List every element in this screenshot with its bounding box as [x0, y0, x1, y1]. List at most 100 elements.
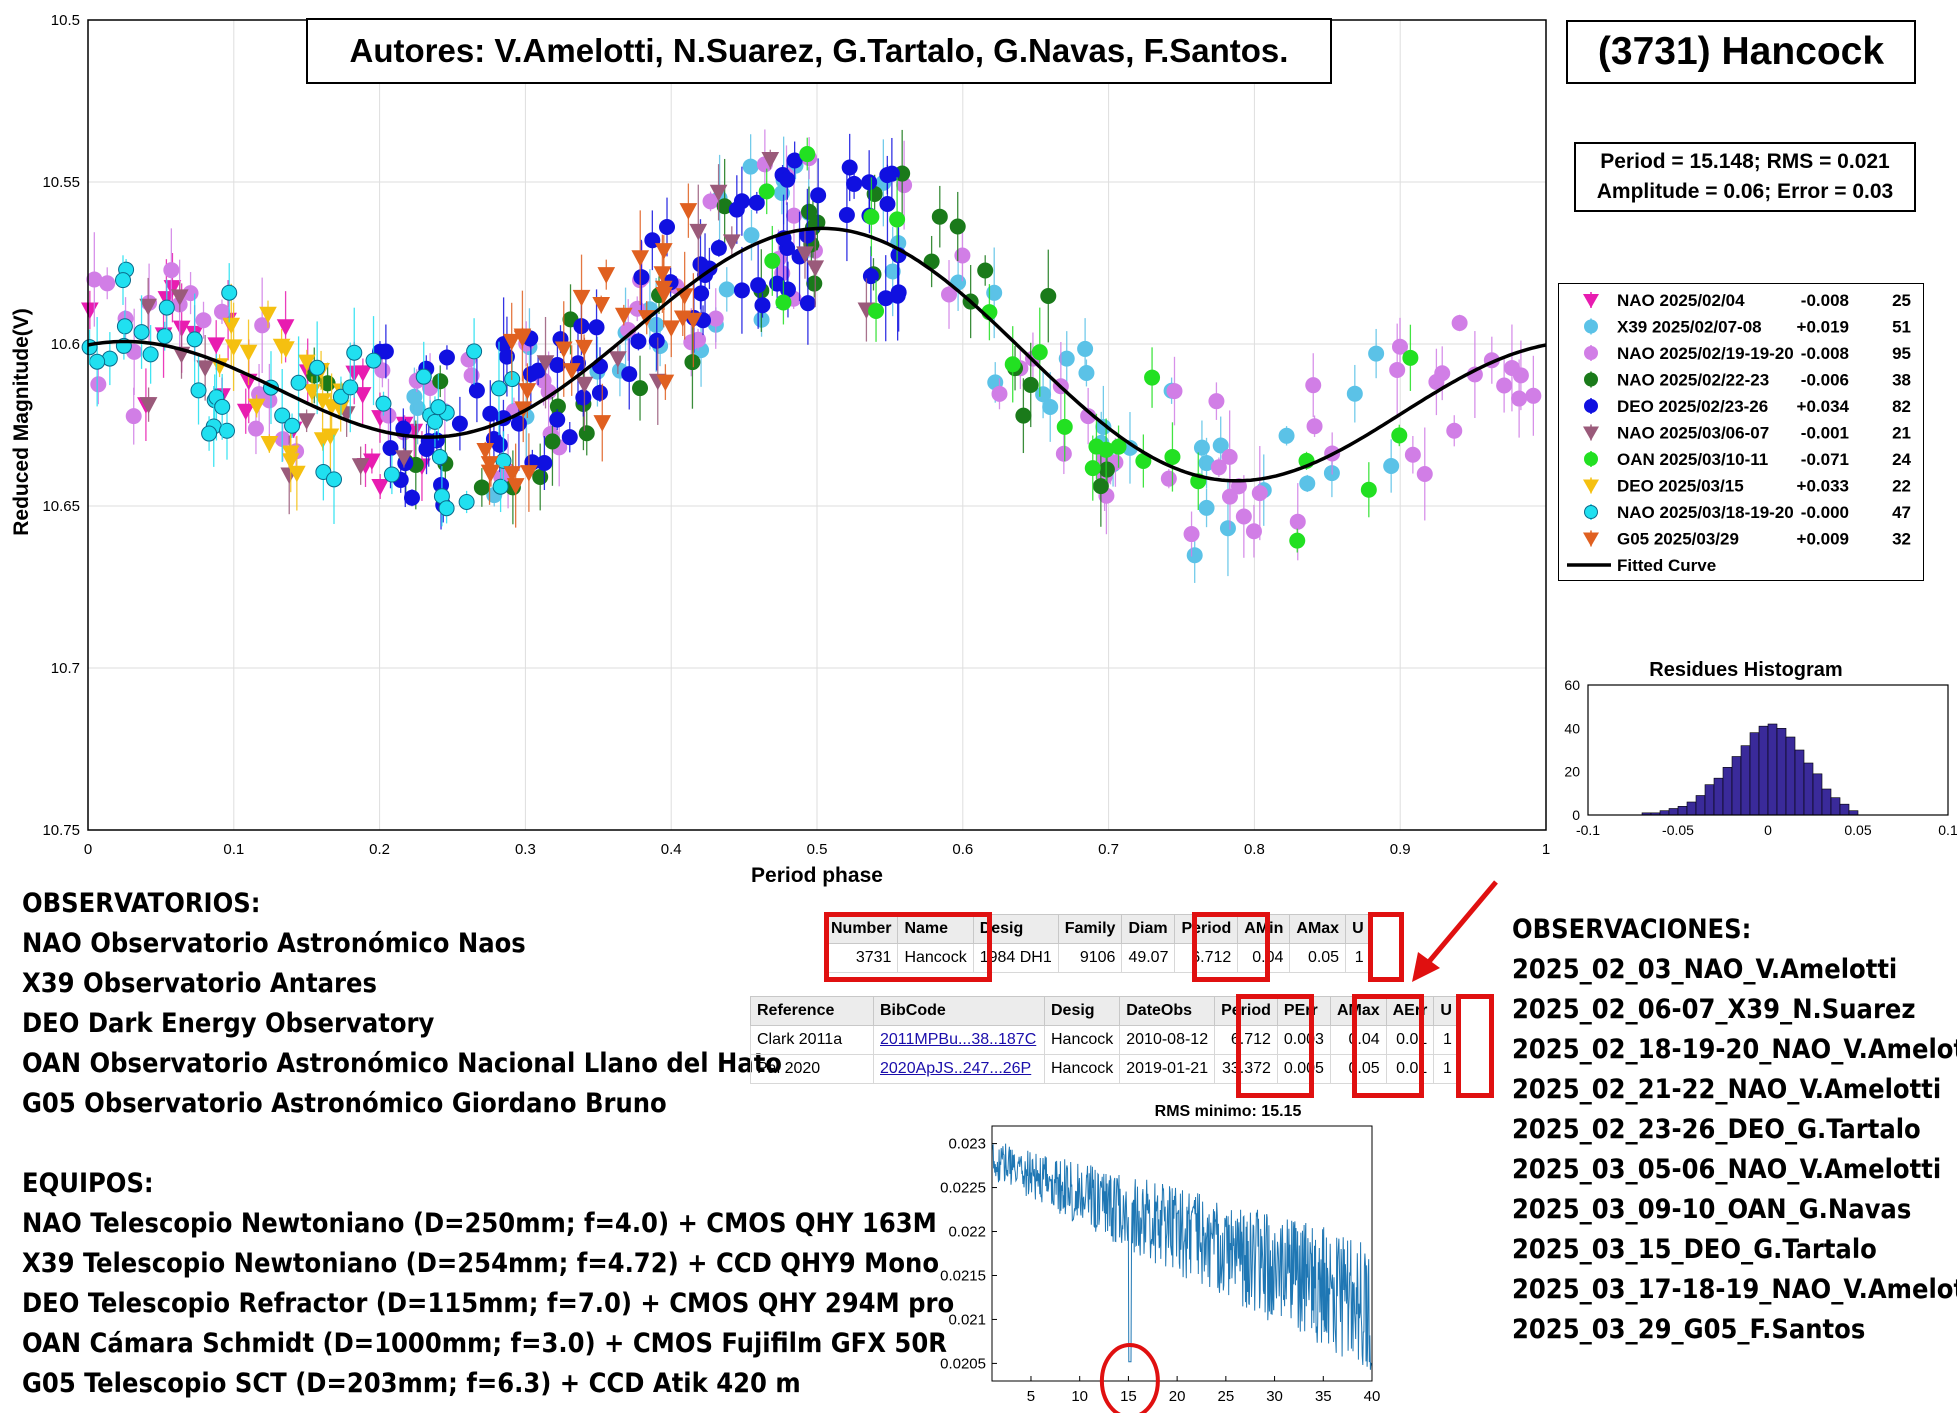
data-point — [284, 417, 301, 434]
bibcode-link[interactable]: 2020ApJS..247...26P — [880, 1060, 1032, 1077]
col-header: AMin — [1237, 914, 1291, 944]
data-point — [578, 425, 595, 442]
data-point — [158, 299, 175, 316]
legend-offset: -0.006 — [1801, 371, 1849, 390]
data-point — [592, 297, 611, 314]
data-point — [520, 465, 538, 482]
data-point — [125, 408, 142, 425]
histogram-ticks: -0.1 -0.05 0 0.05 0.1 0 20 40 60 — [1564, 677, 1957, 838]
data-point — [986, 284, 1003, 301]
table-cell: 2011MPBu...38..187C — [873, 1025, 1045, 1055]
data-point — [733, 282, 750, 299]
data-point — [630, 333, 647, 350]
histogram-bar — [1767, 723, 1778, 816]
data-point — [236, 403, 255, 421]
data-point — [221, 284, 238, 301]
data-point — [247, 398, 266, 416]
data-point — [142, 346, 159, 363]
data-point — [591, 384, 608, 401]
y-tick-label: 0.022 — [948, 1224, 986, 1241]
legend-count: 24 — [1892, 450, 1911, 469]
main-chart-points — [81, 129, 1542, 583]
legend-series-name: NAO 2025/02/04 — [1617, 291, 1745, 310]
residues-histogram: Residues Histogram -0.1 -0.05 0 0.05 0.1 0 20 4… — [1564, 659, 1957, 838]
table-row: Pal 2020 2020ApJS..247...26P Hancock 201… — [750, 1054, 1459, 1084]
data-point — [482, 405, 499, 422]
data-point — [156, 328, 173, 345]
data-point — [395, 450, 413, 467]
data-point — [222, 317, 241, 335]
data-point — [254, 317, 271, 334]
x-tick-label: 0.05 — [1844, 822, 1871, 838]
data-point — [561, 429, 578, 446]
data-point — [170, 289, 189, 306]
bibcode-link[interactable]: 2011MPBu...38..187C — [880, 1031, 1037, 1048]
data-point — [785, 207, 802, 224]
data-point — [1040, 288, 1057, 305]
data-point — [89, 353, 106, 370]
x-tick-label: 10 — [1071, 1388, 1088, 1405]
data-point — [1346, 385, 1363, 402]
data-point — [1058, 350, 1075, 367]
data-point — [476, 443, 495, 460]
data-point — [632, 380, 649, 397]
data-point — [1193, 439, 1210, 456]
y-tick-label: 60 — [1564, 677, 1580, 693]
main-chart-ylabel: Reduced Magnitude(V) — [10, 308, 33, 536]
data-point — [325, 471, 342, 488]
data-point — [371, 479, 390, 496]
data-point — [648, 332, 665, 349]
main-chart-ticks: 0 0.1 0.2 0.3 0.4 0.5 0.6 0.7 0.8 0.9 1 10.5 10.55 10… — [42, 12, 1550, 858]
observatorios-section: OBSERVATORIOS: NAO Observatorio Astronóm… — [22, 884, 782, 1124]
histogram-bar — [1668, 808, 1679, 816]
data-point — [90, 376, 107, 393]
observatorio-item: DEO Dark Energy Observatory — [22, 1008, 435, 1039]
observatorio-item: G05 Observatorio Astronómico Giordano Br… — [22, 1088, 667, 1119]
data-point — [1015, 407, 1032, 424]
data-point — [438, 349, 455, 366]
data-point — [1368, 345, 1385, 362]
equipo-item: OAN Cámara Schmidt (D=1000mm; f=3.0) + C… — [22, 1328, 947, 1359]
data-point — [288, 465, 306, 483]
legend-fit-label: Fitted Curve — [1617, 556, 1716, 575]
data-point — [1306, 418, 1323, 435]
data-point — [506, 478, 525, 495]
data-point — [750, 277, 767, 294]
x-tick-label: 0.6 — [952, 841, 973, 858]
stats-line-2: Amplitude = 0.06; Error = 0.03 — [1596, 180, 1894, 203]
table-cell: Hancock — [897, 943, 974, 973]
table-cell: Hancock — [1043, 1054, 1121, 1084]
x-tick-label: 0.4 — [661, 841, 682, 858]
x-tick-label: 0.2 — [369, 841, 390, 858]
data-point — [761, 152, 780, 169]
legend-offset: +0.019 — [1797, 318, 1849, 337]
histogram-bar — [1695, 795, 1706, 816]
data-point — [224, 339, 243, 356]
reference-table: Reference BibCode Desig DateObs Period P… — [750, 996, 1459, 1084]
data-point — [1278, 427, 1295, 444]
table-cell: Clark 2011a — [750, 1025, 874, 1055]
data-point — [473, 479, 490, 496]
y-tick-label: 10.65 — [42, 498, 80, 515]
legend-offset: +0.034 — [1797, 397, 1850, 416]
observacion-item: 2025_03_15_DEO_G.Tartalo — [1512, 1234, 1877, 1265]
reference-header-row: Reference BibCode Desig DateObs Period P… — [750, 996, 1459, 1026]
y-tick-label: 40 — [1564, 720, 1580, 736]
data-point — [1391, 427, 1408, 444]
histogram-bar — [1758, 725, 1769, 816]
object-title-box: (3731) Hancock — [1566, 20, 1916, 84]
data-point — [801, 203, 818, 220]
data-point — [799, 295, 816, 312]
rms-periodogram: RMS minimo: 15.15 5 10 15 20 25 30 35 40 0.0205 0… — [940, 1103, 1380, 1413]
legend-marker — [1584, 346, 1598, 360]
col-header: U — [1345, 914, 1371, 944]
data-point — [1219, 520, 1236, 537]
observatorio-item: OAN Observatorio Astronómico Nacional Ll… — [22, 1048, 782, 1079]
data-point — [463, 367, 480, 384]
highlight-lcdb-u — [1368, 912, 1404, 982]
data-point — [518, 383, 537, 400]
data-point — [214, 398, 231, 415]
table-cell: 1984 DH1 — [972, 943, 1059, 973]
data-point — [1186, 547, 1203, 564]
data-point — [495, 452, 512, 469]
